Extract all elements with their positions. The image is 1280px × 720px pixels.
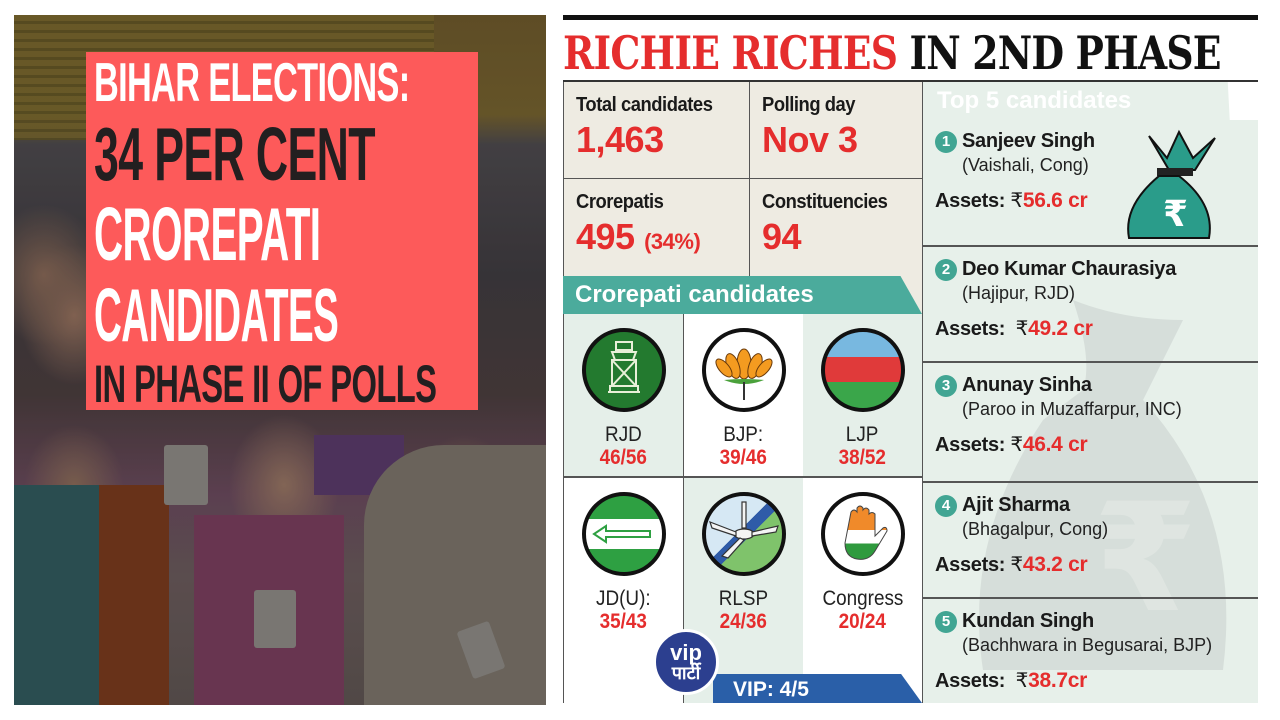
stat-value: 1,463 (576, 119, 664, 160)
lotus-icon (701, 328, 786, 412)
ceiling-fan-icon (701, 492, 786, 576)
photo-detail (99, 485, 169, 705)
hand-icon (820, 492, 905, 576)
party-cell-jdu: JD(U): 35/43 (564, 478, 684, 703)
party-name: RJD (605, 423, 642, 446)
candidate-name: Kundan Singh (962, 610, 1094, 632)
candidate-name: Anunay Sinha (962, 374, 1092, 396)
svg-text:₹: ₹ (1163, 194, 1188, 235)
rank-badge: 5 (935, 610, 957, 633)
vip-count-bar: VIP: 4/5 (713, 674, 922, 703)
stat-label: Constituencies (762, 191, 888, 213)
photo-detail (364, 445, 546, 705)
lantern-icon (581, 328, 666, 412)
candidate-place: (Paroo in Muzaffarpur, INC) (962, 399, 1182, 419)
candidate-place: (Vaishali, Cong) (962, 155, 1089, 175)
money-bag-icon: ₹ (1127, 129, 1216, 239)
party-crorepati-count: 20/24 (838, 610, 887, 633)
headline-line: CROREPATI (94, 192, 321, 277)
stat-value: Nov 3 (762, 119, 858, 160)
title-red-part: RICHIE RICHES (563, 26, 898, 80)
stat-label: Crorepatis (576, 191, 664, 213)
party-name: LJP (846, 423, 879, 446)
stat-value: 94 (762, 216, 802, 257)
candidate-5: 5 Kundan Singh (Bachhwara in Begusarai, B… (923, 600, 1258, 693)
candidate-assets: Assets: ₹43.2 cr (935, 553, 1088, 576)
party-cell-congress: Congress 20/24 (803, 478, 923, 703)
vip-party-logo: vip पार्टी (653, 629, 719, 695)
candidate-name: Deo Kumar Chaurasiya (962, 258, 1177, 280)
party-name: RLSP (718, 587, 769, 610)
candidate-name: Sanjeev Singh (962, 130, 1095, 152)
money-bag-watermark-icon: ₹ (979, 300, 1227, 670)
party-crorepati-count: 24/36 (719, 610, 768, 633)
voter-id-card (254, 590, 296, 648)
headline-box: BIHAR ELECTIONS: 34 PER CENT CROREPATI C… (86, 52, 478, 415)
headline-line: CANDIDATES (94, 273, 339, 358)
rank-badge: 3 (935, 374, 957, 397)
candidate-assets: Assets: ₹46.4 cr (935, 433, 1088, 456)
stat-crorepatis: Crorepatis 495 (34%) (564, 179, 750, 284)
top-rule (563, 15, 1258, 20)
vip-logo-text: vip (670, 640, 702, 665)
headline-line: IN PHASE II OF POLLS (94, 354, 437, 415)
rank-badge: 1 (935, 130, 957, 153)
divider (923, 245, 1258, 247)
divider (563, 80, 1258, 82)
stat-percent: (34%) (644, 229, 701, 254)
voter-id-card (164, 445, 208, 505)
candidate-4: 4 Ajit Sharma (Bhagalpur, Cong) Assets: ₹… (923, 484, 1258, 577)
stat-constituencies: Constituencies 94 (750, 179, 923, 284)
divider (923, 481, 1258, 483)
svg-text:₹: ₹ (1093, 472, 1197, 646)
headline-line: BIHAR ELECTIONS: (94, 52, 410, 114)
rank-badge: 4 (935, 494, 957, 517)
tricolor-flag-icon (820, 328, 905, 412)
arrow-icon (581, 492, 666, 576)
party-crorepati-count: 35/43 (599, 610, 648, 633)
stat-label: Polling day (762, 94, 856, 116)
title-black-part: IN 2ND PHASE (897, 26, 1221, 80)
candidate-place: (Hajipur, RJD) (962, 283, 1076, 303)
party-crorepati-count: 39/46 (719, 446, 768, 469)
party-cell-bjp: BJP: 39/46 (684, 314, 804, 478)
infographic-title: RICHIE RICHES IN 2ND PHASE (563, 26, 1222, 80)
divider (923, 597, 1258, 599)
divider (923, 361, 1258, 363)
vip-logo-text: पार्टी (671, 663, 701, 683)
crorepati-candidates-header: Crorepati candidates (563, 276, 922, 314)
candidate-assets: Assets: ₹56.6 cr (935, 189, 1088, 212)
stat-polling-day: Polling day Nov 3 (750, 82, 923, 179)
candidate-name: Ajit Sharma (962, 494, 1070, 516)
stat-label: Total candidates (576, 94, 713, 116)
top5-panel: ₹ ₹ 1 Sanjeev Singh (Vaishali, Cong) Asse… (922, 120, 1258, 703)
party-crorepati-count: 38/52 (838, 446, 887, 469)
candidate-1: 1 Sanjeev Singh (Vaishali, Cong) Assets: … (923, 120, 1258, 213)
candidate-3: 3 Anunay Sinha (Paroo in Muzaffarpur, INC… (923, 364, 1258, 457)
party-cell-ljp: LJP 38/52 (803, 314, 923, 478)
candidate-assets: Assets: ₹49.2 cr (935, 317, 1093, 340)
party-cell-rjd: RJD 46/56 (564, 314, 684, 478)
rank-badge: 2 (935, 258, 957, 281)
party-name: JD(U): (596, 587, 651, 610)
party-crorepati-count: 46/56 (599, 446, 648, 469)
headline-line: 34 PER CENT (94, 112, 376, 197)
photo-detail (14, 485, 104, 705)
candidate-place: (Bhagalpur, Cong) (962, 519, 1109, 539)
party-name: BJP: (723, 423, 764, 446)
party-name: Congress (822, 587, 903, 610)
stat-value: 495 (34%) (576, 216, 701, 257)
candidate-2: 2 Deo Kumar Chaurasiya (Hajipur, RJD) Ass… (923, 248, 1258, 341)
candidate-place: (Bachhwara in Begusarai, BJP) (962, 635, 1213, 655)
candidate-assets: Assets: ₹38.7cr (935, 669, 1088, 692)
party-grid: RJD 46/56 BJP: 39/46 LJP 38/52 JD(U): 35… (563, 314, 923, 703)
infographic: RICHIE RICHES IN 2ND PHASE Total candida… (563, 15, 1258, 703)
stat-total-candidates: Total candidates 1,463 (564, 82, 750, 179)
